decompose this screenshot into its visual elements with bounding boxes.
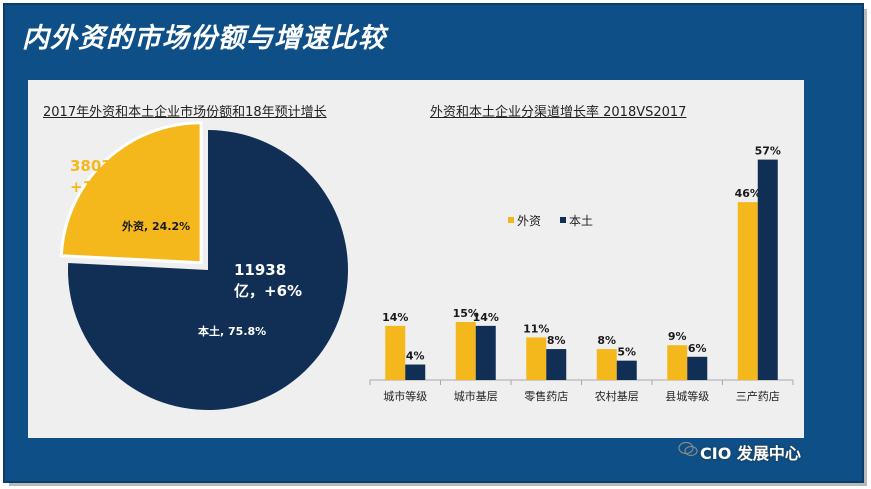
pie-callout-domestic-line1: 11938 xyxy=(234,261,286,279)
data-label-外资-县城等级: 9% xyxy=(668,330,687,343)
bar-本土-城市基层 xyxy=(475,325,496,380)
slide-title: 内外资的市场份额与增速比较 xyxy=(22,23,386,54)
legend-label-1: 本土 xyxy=(569,214,593,228)
x-tick-label: 零售药店 xyxy=(524,389,568,403)
data-label-外资-三产药店: 46% xyxy=(735,187,761,200)
bar-本土-零售药店 xyxy=(546,349,567,380)
data-label-外资-零售药店: 11% xyxy=(523,322,549,335)
bar-本土-三产药店 xyxy=(757,159,778,380)
data-label-本土-城市基层: 14% xyxy=(473,311,499,324)
pie-chart-title: 2017年外资和本土企业市场份额和18年预计增长 xyxy=(43,105,327,120)
bar-外资-三产药店 xyxy=(737,202,758,380)
data-label-外资-城市基层: 15% xyxy=(453,307,479,320)
data-label-本土-农村基层: 5% xyxy=(617,346,636,359)
bar-外资-零售药店 xyxy=(526,337,547,380)
data-label-外资-城市等级: 14% xyxy=(382,311,408,324)
wechat-icon xyxy=(678,441,698,457)
x-tick-label: 城市基层 xyxy=(454,389,498,403)
data-label-外资-农村基层: 8% xyxy=(597,334,616,347)
legend-label-0: 外资 xyxy=(517,214,541,228)
bar-外资-城市等级 xyxy=(385,325,406,380)
data-label-本土-三产药店: 57% xyxy=(755,145,781,158)
data-label-本土-城市等级: 4% xyxy=(406,350,425,363)
data-label-本土-零售药店: 8% xyxy=(547,334,566,347)
x-tick-label: 县城等级 xyxy=(665,389,709,403)
pie-label-foreign: 外资, 24.2% xyxy=(121,219,190,233)
x-tick-label: 农村基层 xyxy=(595,389,639,403)
bar-外资-县城等级 xyxy=(667,345,688,380)
watermark-text: CIO 发展中心 xyxy=(700,444,801,463)
pie-callout-foreign-line2: +14% xyxy=(70,178,118,196)
bar-本土-农村基层 xyxy=(616,360,637,380)
pie-callout-domestic-line2: 亿，+6% xyxy=(234,282,302,300)
data-label-本土-县城等级: 6% xyxy=(688,342,707,355)
legend-swatch-1 xyxy=(560,217,566,223)
pie-callout-foreign-line1: 3803亿， xyxy=(70,157,142,175)
bar-本土-县城等级 xyxy=(687,356,708,380)
pie-slice-foreign xyxy=(59,121,203,265)
bar-外资-城市基层 xyxy=(455,322,476,380)
x-tick-label: 城市等级 xyxy=(383,389,427,403)
pie-label-domestic: 本土, 75.8% xyxy=(198,324,266,338)
bar-chart-title: 外资和本土企业分渠道增长率 2018VS2017 xyxy=(430,105,687,120)
legend-swatch-0 xyxy=(508,217,514,223)
bar-外资-农村基层 xyxy=(596,349,617,380)
x-tick-label: 三产药店 xyxy=(736,389,780,403)
pie-slice-domestic xyxy=(67,130,348,410)
bar-本土-城市等级 xyxy=(405,364,426,380)
